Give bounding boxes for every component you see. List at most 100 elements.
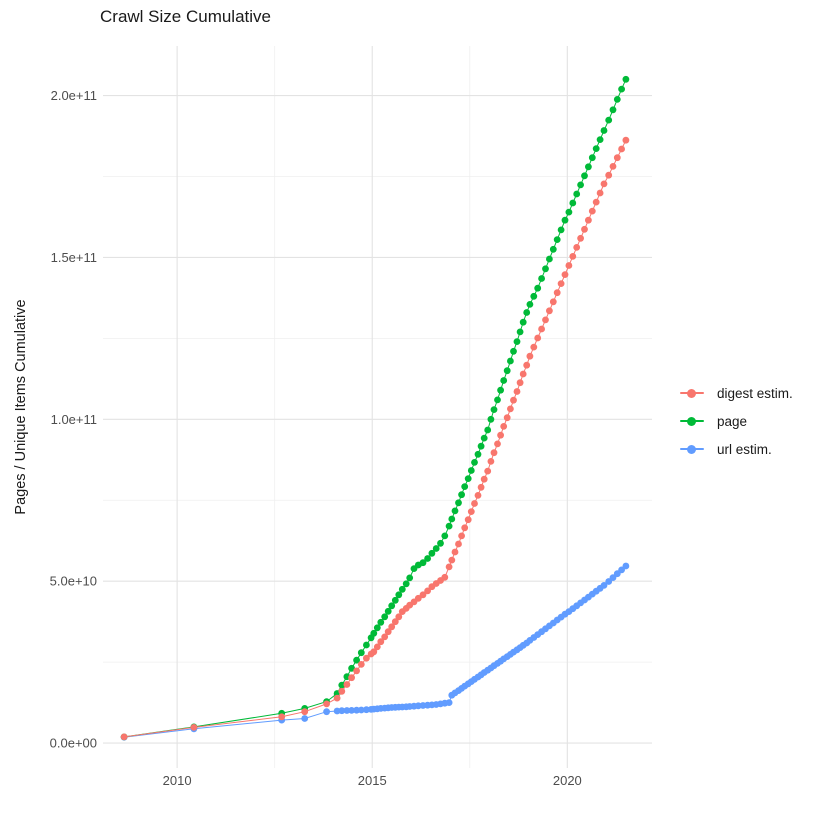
data-point xyxy=(577,234,584,242)
data-point xyxy=(538,325,545,333)
data-point xyxy=(348,664,355,672)
data-point xyxy=(373,643,381,651)
data-point xyxy=(363,654,370,662)
data-point xyxy=(301,708,309,716)
data-point xyxy=(577,181,584,189)
y-axis-title: Pages / Unique Items Cumulative xyxy=(13,299,29,515)
data-point xyxy=(467,508,475,515)
data-point xyxy=(448,556,456,564)
data-point xyxy=(458,532,465,540)
data-point xyxy=(323,708,330,716)
data-point xyxy=(348,707,355,714)
data-point xyxy=(516,379,524,387)
data-point xyxy=(381,613,389,621)
data-point xyxy=(384,628,392,636)
data-point xyxy=(480,475,488,483)
data-point xyxy=(353,656,360,664)
data-point xyxy=(477,483,485,491)
data-point xyxy=(381,633,389,641)
data-point xyxy=(613,96,621,103)
data-point xyxy=(622,136,630,144)
data-point xyxy=(497,431,504,439)
data-point xyxy=(534,334,542,342)
data-point xyxy=(301,715,309,722)
data-point xyxy=(618,145,625,153)
data-point xyxy=(477,442,485,450)
legend-item-digest: digest estim. xyxy=(678,379,793,407)
data-point xyxy=(487,458,495,465)
legend: digest estim. page url estim. xyxy=(678,379,793,463)
data-point xyxy=(391,596,399,604)
series-page xyxy=(120,75,630,741)
legend-key-url-icon xyxy=(678,442,708,456)
data-point xyxy=(605,171,613,179)
y-tick-label: 0.0e+00 xyxy=(50,736,97,751)
data-point xyxy=(377,618,385,626)
data-point xyxy=(618,85,625,93)
data-point xyxy=(507,405,514,413)
data-point xyxy=(480,434,488,442)
data-point xyxy=(391,618,399,626)
data-point xyxy=(373,624,381,632)
data-point xyxy=(190,724,198,731)
data-point xyxy=(516,328,524,336)
data-point xyxy=(510,396,517,404)
data-point xyxy=(120,733,128,741)
data-point xyxy=(398,585,406,593)
data-point xyxy=(565,262,573,269)
data-point xyxy=(523,309,531,316)
data-point xyxy=(377,638,385,646)
data-point xyxy=(461,483,469,490)
data-point xyxy=(458,491,465,499)
data-point xyxy=(419,559,427,567)
data-point xyxy=(348,674,355,682)
data-point xyxy=(461,524,469,532)
data-point xyxy=(343,707,351,714)
x-tick-label: 2020 xyxy=(553,773,582,788)
data-point xyxy=(490,406,498,413)
data-point xyxy=(333,694,341,702)
data-point xyxy=(513,338,521,345)
series-line xyxy=(124,79,627,738)
data-point xyxy=(437,539,444,547)
data-point xyxy=(467,467,475,474)
data-point xyxy=(523,361,531,369)
data-point xyxy=(513,388,521,395)
legend-key-digest-icon xyxy=(678,386,708,400)
series-digest-estim xyxy=(120,136,630,741)
data-point xyxy=(503,367,511,375)
data-point xyxy=(596,136,604,144)
data-point xyxy=(569,253,577,260)
data-point xyxy=(428,549,436,557)
data-point xyxy=(553,289,561,297)
data-point xyxy=(424,555,431,562)
data-point xyxy=(353,667,360,675)
data-point xyxy=(569,199,577,207)
data-point xyxy=(519,318,527,326)
data-point xyxy=(622,75,630,83)
data-point xyxy=(510,347,517,355)
data-point xyxy=(445,563,453,571)
data-point xyxy=(363,641,370,649)
data-point xyxy=(588,207,596,215)
data-point xyxy=(596,189,604,197)
data-point xyxy=(357,706,365,714)
data-point xyxy=(549,245,557,253)
data-point xyxy=(441,532,449,540)
data-point xyxy=(546,307,553,315)
data-point xyxy=(585,216,592,224)
data-point xyxy=(605,116,613,124)
data-point xyxy=(388,623,396,631)
x-tick-label: 2010 xyxy=(163,773,192,788)
data-point xyxy=(500,423,508,430)
data-point xyxy=(384,607,392,615)
data-point xyxy=(357,661,365,668)
data-point xyxy=(585,163,592,171)
data-point xyxy=(549,298,557,306)
legend-item-url: url estim. xyxy=(678,435,793,463)
data-point xyxy=(464,475,472,482)
data-point xyxy=(424,587,431,595)
data-point xyxy=(507,357,514,365)
data-point xyxy=(474,492,482,499)
